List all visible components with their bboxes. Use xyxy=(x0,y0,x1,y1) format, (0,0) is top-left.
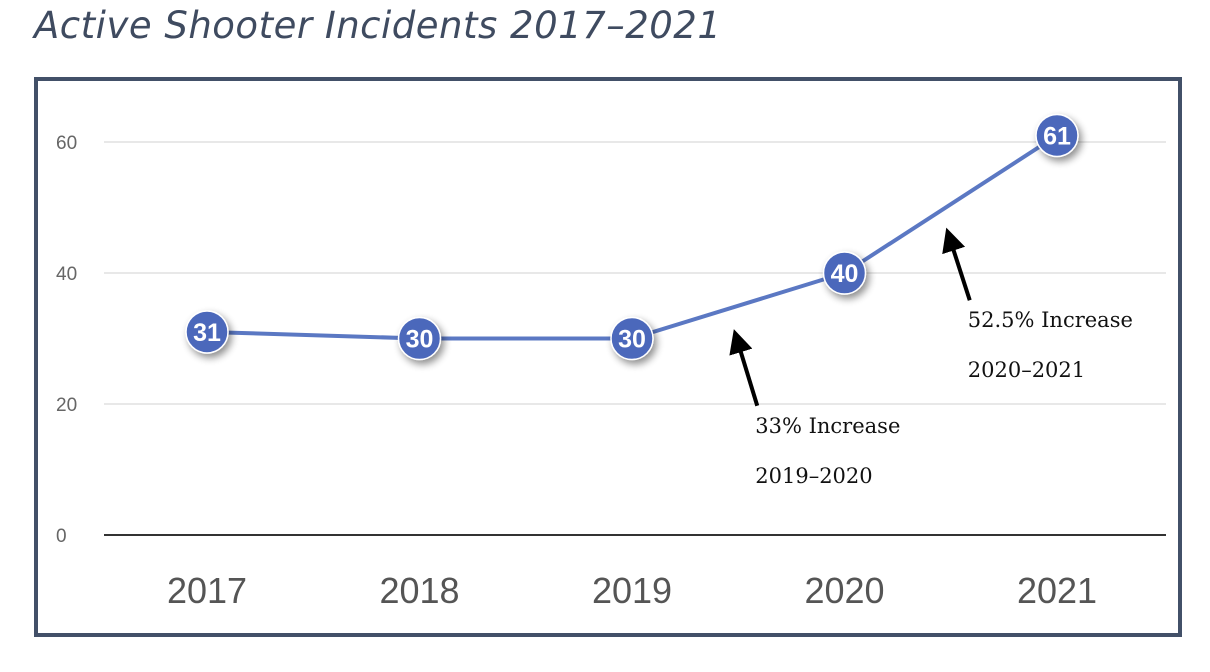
y-tick-label: 0 xyxy=(56,526,67,547)
chart-title: Active Shooter Incidents 2017–2021 xyxy=(34,4,722,47)
data-label: 30 xyxy=(618,326,646,354)
data-label: 31 xyxy=(193,319,221,347)
data-label: 40 xyxy=(831,260,859,288)
y-axis-ticks: 0 20 40 60 xyxy=(56,133,77,547)
series-line-path xyxy=(205,133,1059,341)
x-axis-ticks: 2017 2018 2019 2020 2021 xyxy=(167,570,1097,611)
x-tick-label: 2018 xyxy=(379,570,459,611)
annotation-arrow xyxy=(729,329,760,407)
data-label: 61 xyxy=(1043,122,1071,150)
series-line xyxy=(205,133,1059,341)
data-point-marker xyxy=(1035,113,1079,158)
y-tick-label: 60 xyxy=(56,133,77,154)
x-tick-label: 2021 xyxy=(1017,570,1097,611)
data-point-marker xyxy=(822,251,867,295)
annotation-text-line2: 2019–2020 xyxy=(755,464,872,488)
data-points: 31 30 30 40 61 xyxy=(185,113,1079,361)
annotation-text-line2: 2020–2021 xyxy=(968,358,1085,382)
y-tick-label: 40 xyxy=(56,264,77,285)
annotation-arrow xyxy=(942,227,972,301)
gridlines xyxy=(104,141,1166,536)
data-label: 30 xyxy=(406,326,434,354)
annotation-text-line1: 52.5% Increase xyxy=(968,308,1133,332)
data-point-marker xyxy=(185,310,229,354)
annotation-text-line1: 33% Increase xyxy=(755,414,900,438)
data-point-marker xyxy=(610,316,654,361)
data-point-marker xyxy=(397,316,442,361)
x-tick-label: 2019 xyxy=(592,570,672,611)
x-tick-label: 2017 xyxy=(167,570,247,611)
annotations: 33% Increase 2019–2020 52.5% Increase 2020–… xyxy=(729,227,1133,488)
chart-frame: 0 20 40 60 2017 2018 2019 2020 2021 31 30 30 40 61 … xyxy=(34,77,1182,637)
x-tick-label: 2020 xyxy=(804,570,884,611)
y-tick-label: 20 xyxy=(56,395,77,416)
